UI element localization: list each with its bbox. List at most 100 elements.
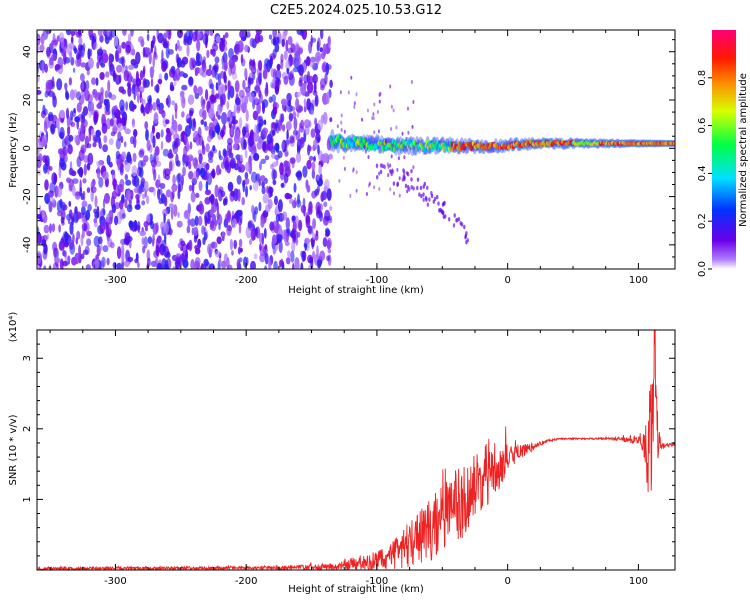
noise-speckle (111, 203, 117, 214)
noise-speckle (173, 204, 178, 217)
noise-speckle (270, 55, 273, 63)
trace-core (448, 146, 452, 152)
noise-speckle (171, 100, 176, 106)
snr-x-tick-label: -300 (104, 576, 127, 587)
noise-speckle (197, 32, 202, 39)
noise-speckle (214, 219, 218, 227)
noise-speckle (146, 139, 151, 152)
noise-speckle (291, 241, 296, 253)
noise-speckle (88, 57, 94, 69)
noise-speckle (146, 33, 150, 42)
scatter-speckle (353, 104, 356, 109)
noise-speckle (205, 163, 210, 171)
noise-speckle (157, 188, 161, 200)
noise-speckle (295, 238, 299, 246)
noise-speckle (80, 122, 85, 134)
noise-speckle (78, 244, 82, 258)
noise-speckle (165, 189, 172, 198)
snr-x-tick-label: 0 (504, 576, 510, 587)
noise-speckle (70, 36, 74, 45)
noise-speckle (75, 53, 81, 60)
noise-speckle (177, 179, 184, 192)
noise-speckle (37, 251, 42, 264)
scatter-speckle (349, 193, 352, 198)
noise-speckle (287, 36, 293, 46)
noise-speckle (81, 200, 88, 208)
noise-speckle (283, 30, 288, 36)
noise-speckle (313, 81, 317, 93)
noise-speckle (316, 136, 321, 142)
heatmap-y-tick-label: -20 (22, 188, 33, 204)
scatter-speckle (405, 136, 408, 141)
noise-speckle (204, 261, 211, 269)
noise-speckle (209, 30, 214, 36)
noise-speckle (221, 84, 226, 95)
noise-speckle (77, 168, 83, 175)
noise-speckle (329, 205, 333, 212)
scatter-speckle (387, 173, 390, 178)
noise-speckle (108, 138, 114, 146)
noise-speckle (54, 174, 58, 183)
noise-speckle (248, 58, 253, 71)
tail-speckle (465, 240, 468, 245)
noise-speckle (234, 80, 240, 93)
noise-speckle (65, 30, 72, 36)
noise-speckle (311, 161, 316, 172)
noise-speckle (86, 238, 92, 247)
noise-speckle (228, 152, 234, 159)
noise-speckle (145, 102, 151, 115)
scatter-speckle (415, 144, 417, 149)
noise-speckle (48, 113, 51, 122)
noise-speckle (157, 32, 164, 44)
noise-speckle (177, 124, 183, 132)
noise-speckle (170, 207, 174, 220)
noise-speckle (142, 245, 146, 254)
noise-speckle (127, 256, 134, 263)
noise-speckle (272, 30, 278, 39)
snr-x-tick-label: 100 (629, 576, 648, 587)
noise-speckle (115, 150, 121, 160)
noise-speckle (168, 68, 176, 78)
noise-speckle (72, 67, 76, 73)
scatter-speckle (372, 137, 375, 142)
noise-speckle (128, 199, 132, 209)
noise-speckle (227, 90, 231, 101)
noise-speckle (58, 224, 61, 233)
noise-speckle (318, 164, 322, 176)
noise-speckle (302, 165, 308, 178)
tail-speckle (390, 171, 393, 177)
noise-speckle (76, 91, 82, 101)
snr-x-tick-label: -200 (235, 576, 258, 587)
noise-speckle (164, 72, 169, 81)
noise-speckle (74, 134, 77, 143)
noise-speckle (116, 262, 122, 269)
noise-speckle (157, 174, 161, 185)
noise-speckle (312, 90, 318, 96)
noise-speckle (290, 56, 295, 65)
noise-speckle (108, 161, 113, 168)
noise-speckle (68, 167, 74, 176)
noise-speckle (186, 118, 190, 124)
noise-speckle (105, 71, 110, 78)
noise-speckle (233, 239, 237, 250)
noise-speckle (292, 67, 299, 73)
noise-speckle (80, 73, 85, 82)
noise-speckle (166, 250, 171, 258)
noise-speckle (272, 68, 277, 81)
noise-speckle (130, 30, 134, 37)
noise-speckle (317, 259, 323, 266)
noise-speckle (86, 69, 90, 76)
noise-speckle (218, 150, 221, 159)
scatter-speckle (343, 129, 346, 134)
noise-speckle (244, 172, 249, 179)
noise-speckle (65, 90, 69, 99)
noise-speckle (211, 168, 216, 179)
noise-speckle (60, 216, 65, 224)
scatter-speckle (392, 108, 395, 113)
noise-speckle (138, 86, 145, 94)
noise-speckle (211, 129, 216, 138)
noise-speckle (181, 243, 188, 253)
noise-speckle (259, 253, 266, 263)
noise-speckle (216, 211, 220, 220)
noise-speckle (249, 37, 255, 47)
